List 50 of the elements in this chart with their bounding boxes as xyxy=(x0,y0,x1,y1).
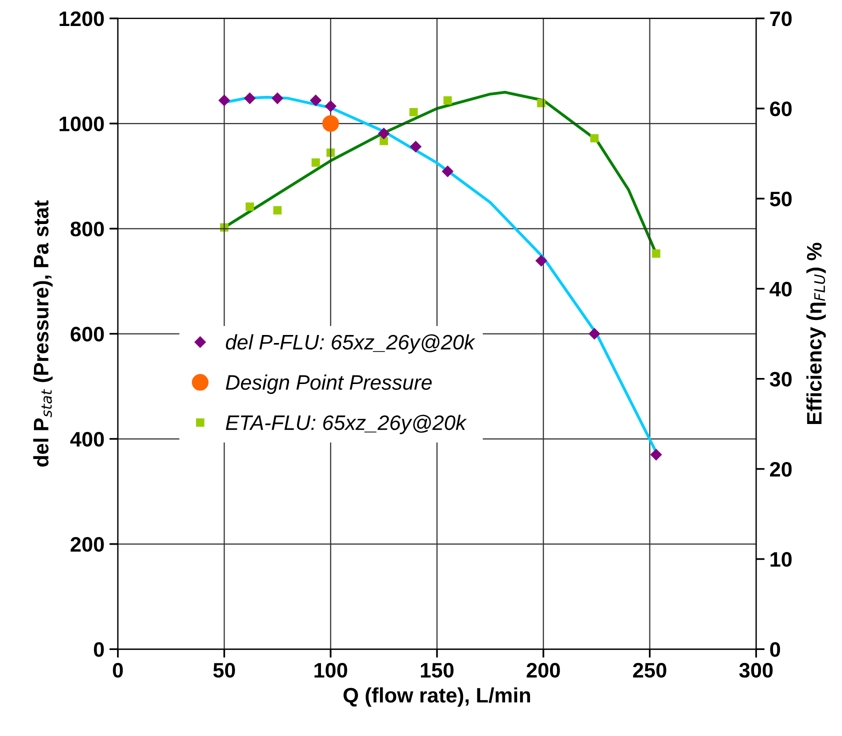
point xyxy=(246,202,254,211)
legend-label: Design Point Pressure xyxy=(226,374,432,394)
y-tick-label: 1200 xyxy=(60,11,104,26)
y-tick-label: 1000 xyxy=(60,116,104,132)
y2-tick-label: 40 xyxy=(770,282,792,296)
point xyxy=(326,148,335,157)
y2-tick-label: 10 xyxy=(770,552,792,567)
y2-tick-label: 70 xyxy=(770,11,792,26)
point xyxy=(590,134,599,142)
point xyxy=(410,141,422,152)
x-tick-label: 150 xyxy=(420,662,454,678)
point xyxy=(442,166,454,177)
point xyxy=(244,92,256,104)
x-tick-label: 200 xyxy=(526,662,560,678)
legend-label: ETA-FLU: 65xz_26y@20k xyxy=(226,414,467,434)
x-axis-title: Q (flow rate), L/min xyxy=(344,687,530,707)
y-tick-label: 0 xyxy=(94,642,104,657)
point xyxy=(322,115,339,132)
point xyxy=(312,158,320,167)
point xyxy=(218,94,230,106)
y-tick-label: 600 xyxy=(70,326,104,342)
y2-axis-title: Efficiency (η$_{FLU}$) % xyxy=(806,242,826,424)
point xyxy=(272,92,284,104)
y2-tick-label: 60 xyxy=(770,102,792,116)
point xyxy=(325,100,336,112)
y-tick-label: 400 xyxy=(70,432,104,447)
point xyxy=(652,249,660,258)
point xyxy=(378,128,390,140)
y2-tick-label: 0 xyxy=(770,642,780,657)
y2-tick-label: 20 xyxy=(770,462,792,477)
x-tick-label: 0 xyxy=(112,662,123,678)
point xyxy=(537,98,546,108)
x-tick-label: 100 xyxy=(314,662,348,678)
point xyxy=(443,96,452,105)
x-tick-label: 50 xyxy=(213,662,235,678)
point xyxy=(310,94,322,106)
point xyxy=(273,206,282,214)
point xyxy=(650,449,662,460)
x-tick-label: 250 xyxy=(633,662,666,678)
point xyxy=(536,255,547,266)
y2-tick-label: 50 xyxy=(770,192,792,206)
point xyxy=(409,108,418,116)
legend-label: del P-FLU: 65xz_26y@20k xyxy=(226,334,476,354)
y-tick-label: 800 xyxy=(70,222,104,236)
point xyxy=(380,136,388,146)
x-tick-label: 300 xyxy=(739,662,773,678)
point xyxy=(588,328,600,340)
y-axis-title: del P$_{stat}$ (Pressure), Pa stat xyxy=(33,200,53,467)
y-tick-label: 200 xyxy=(70,537,104,552)
y2-tick-label: 30 xyxy=(770,372,792,387)
